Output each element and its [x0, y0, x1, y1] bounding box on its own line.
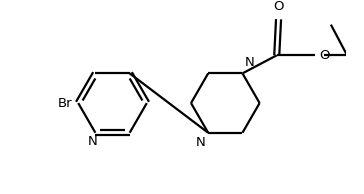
- Text: Br: Br: [57, 97, 72, 110]
- Text: N: N: [196, 136, 205, 149]
- Text: O: O: [319, 49, 330, 62]
- Text: N: N: [88, 135, 98, 148]
- Text: N: N: [245, 56, 255, 69]
- Text: O: O: [273, 0, 284, 13]
